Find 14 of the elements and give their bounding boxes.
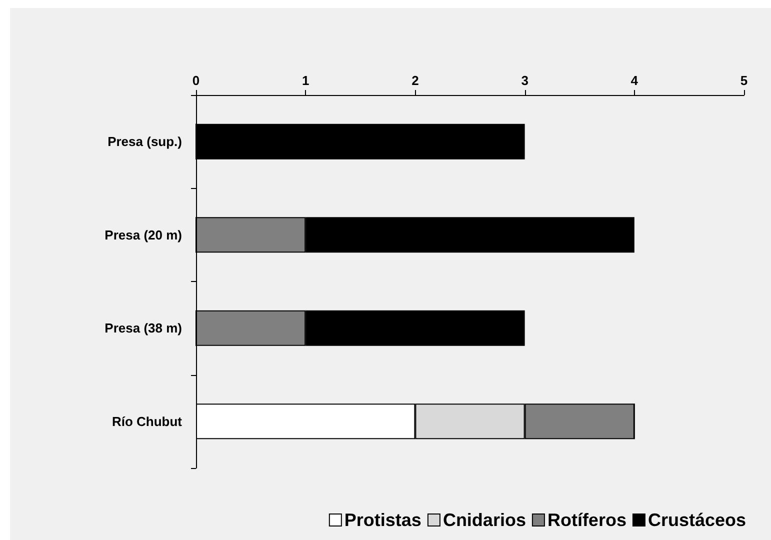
legend-label: Crustáceos: [648, 510, 746, 530]
legend-label: Cnidarios: [442, 510, 526, 530]
legend-label: Rotíferos: [547, 510, 626, 530]
x-tick-label: 2: [412, 73, 419, 88]
y-tick-label: Presa (sup.): [108, 134, 182, 150]
x-tick-label: 4: [630, 73, 639, 88]
y-tick-label: Presa (20 m): [104, 227, 182, 242]
x-tick-label: 5: [740, 73, 748, 88]
x-tick-label: 1: [302, 73, 310, 88]
legend-label: Protistas: [344, 510, 422, 530]
x-tick-label: 0: [192, 73, 200, 88]
y-tick-label: Río Chubut: [112, 414, 183, 429]
y-tick-label: Presa (38 m): [104, 320, 182, 336]
x-tick-label: 3: [521, 73, 528, 88]
